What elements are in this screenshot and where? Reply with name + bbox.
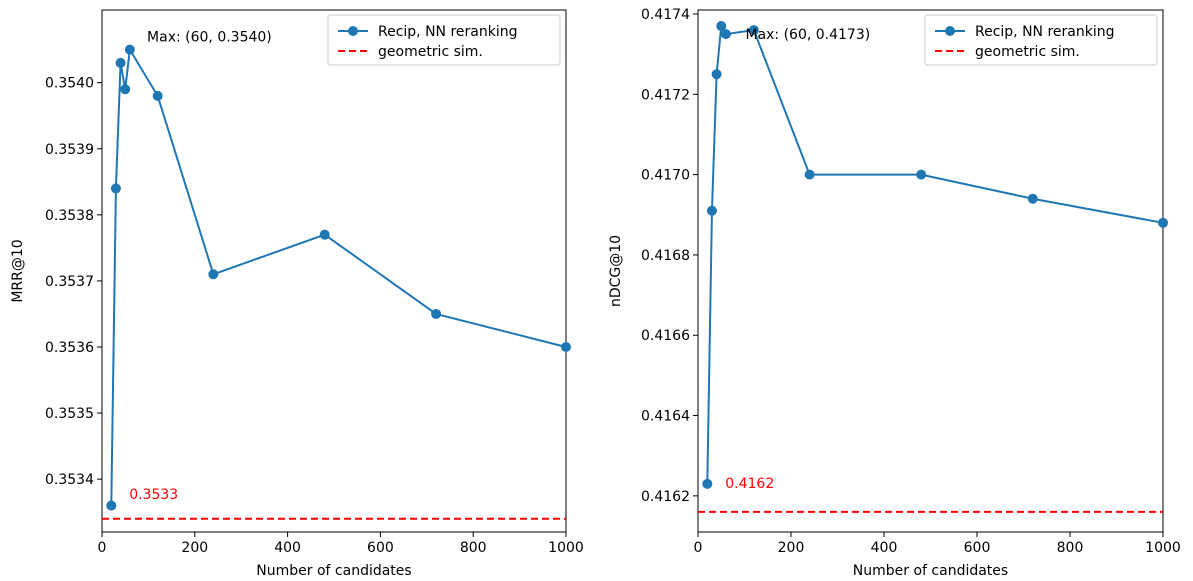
baseline-label: 0.3533 bbox=[129, 487, 178, 503]
y-tick-label: 0.3535 bbox=[45, 406, 94, 422]
legend-box bbox=[924, 14, 1158, 66]
max-annotation: Max: (60, 0.3540) bbox=[147, 29, 272, 45]
y-tick-label: 0.4174 bbox=[641, 7, 690, 23]
x-tick-label: 200 bbox=[181, 540, 208, 556]
x-axis-label: Number of candidates bbox=[256, 563, 411, 579]
y-axis-label: MRR@10 bbox=[10, 239, 26, 302]
y-tick-label: 0.3538 bbox=[45, 208, 94, 224]
data-point bbox=[124, 44, 135, 55]
x-tick-label: 400 bbox=[871, 540, 898, 556]
data-point bbox=[711, 69, 722, 80]
data-point bbox=[748, 25, 759, 36]
data-point bbox=[916, 169, 927, 180]
y-tick-label: 0.4168 bbox=[641, 248, 690, 264]
data-point bbox=[115, 57, 126, 68]
legend-box bbox=[327, 14, 561, 66]
series-line bbox=[110, 46, 567, 506]
series-line bbox=[706, 22, 1164, 484]
y-tick-label: 0.3537 bbox=[45, 274, 94, 290]
data-point bbox=[120, 84, 131, 95]
y-tick-label: 0.3536 bbox=[45, 340, 94, 356]
x-tick-label: 1000 bbox=[548, 540, 584, 556]
x-tick-label: 0 bbox=[694, 540, 703, 556]
data-point bbox=[208, 269, 219, 280]
x-tick-label: 800 bbox=[1057, 540, 1084, 556]
data-point bbox=[110, 183, 121, 194]
data-point bbox=[720, 29, 731, 40]
y-axis-label: nDCG@10 bbox=[608, 235, 624, 307]
data-point bbox=[561, 341, 571, 352]
y-tick-label: 0.4170 bbox=[641, 168, 690, 184]
data-point bbox=[706, 205, 717, 216]
legend-series-label: Recip, NN reranking bbox=[378, 24, 518, 40]
data-point bbox=[1158, 217, 1168, 228]
legend-baseline-label: geometric sim. bbox=[378, 44, 483, 60]
data-point bbox=[319, 229, 330, 240]
data-point bbox=[716, 21, 727, 32]
legend-series-label: Recip, NN reranking bbox=[975, 24, 1115, 40]
chart-panel-2: 0 200 400 600 800 1000 0.4162 0.4164 0.4166 0.416… bbox=[608, 7, 1181, 579]
x-tick-label: 800 bbox=[460, 540, 487, 556]
x-tick-label: 600 bbox=[964, 540, 991, 556]
y-tick-label: 0.4166 bbox=[641, 328, 690, 344]
y-tick-label: 0.3534 bbox=[45, 472, 94, 488]
baseline-label: 0.4162 bbox=[725, 476, 774, 492]
plot-frame bbox=[101, 9, 567, 533]
plot-frame bbox=[697, 9, 1164, 533]
y-tick-label: 0.4172 bbox=[641, 87, 690, 103]
data-point bbox=[152, 90, 163, 101]
x-tick-label: 400 bbox=[274, 540, 301, 556]
y-tick-label: 0.3539 bbox=[45, 142, 94, 158]
x-tick-label: 0 bbox=[98, 540, 107, 556]
data-point bbox=[702, 478, 713, 489]
y-tick-label: 0.3540 bbox=[45, 76, 94, 92]
x-tick-label: 200 bbox=[778, 540, 805, 556]
legend-series-marker bbox=[945, 26, 955, 36]
x-tick-label: 600 bbox=[367, 540, 394, 556]
data-point bbox=[1027, 193, 1038, 204]
x-axis-label: Number of candidates bbox=[853, 563, 1008, 579]
y-tick-label: 0.4164 bbox=[641, 409, 690, 425]
x-tick-label: 1000 bbox=[1145, 540, 1181, 556]
legend-baseline-label: geometric sim. bbox=[975, 44, 1080, 60]
max-annotation: Max: (60, 0.4173) bbox=[745, 27, 870, 43]
chart-panel-1: 0 200 400 600 800 1000 0.3534 0.3535 0.3536 0.353… bbox=[10, 9, 584, 579]
data-point bbox=[431, 308, 442, 319]
data-point bbox=[106, 500, 117, 511]
y-tick-label: 0.4162 bbox=[641, 489, 690, 505]
legend-series-marker bbox=[348, 26, 358, 36]
data-point bbox=[804, 169, 815, 180]
